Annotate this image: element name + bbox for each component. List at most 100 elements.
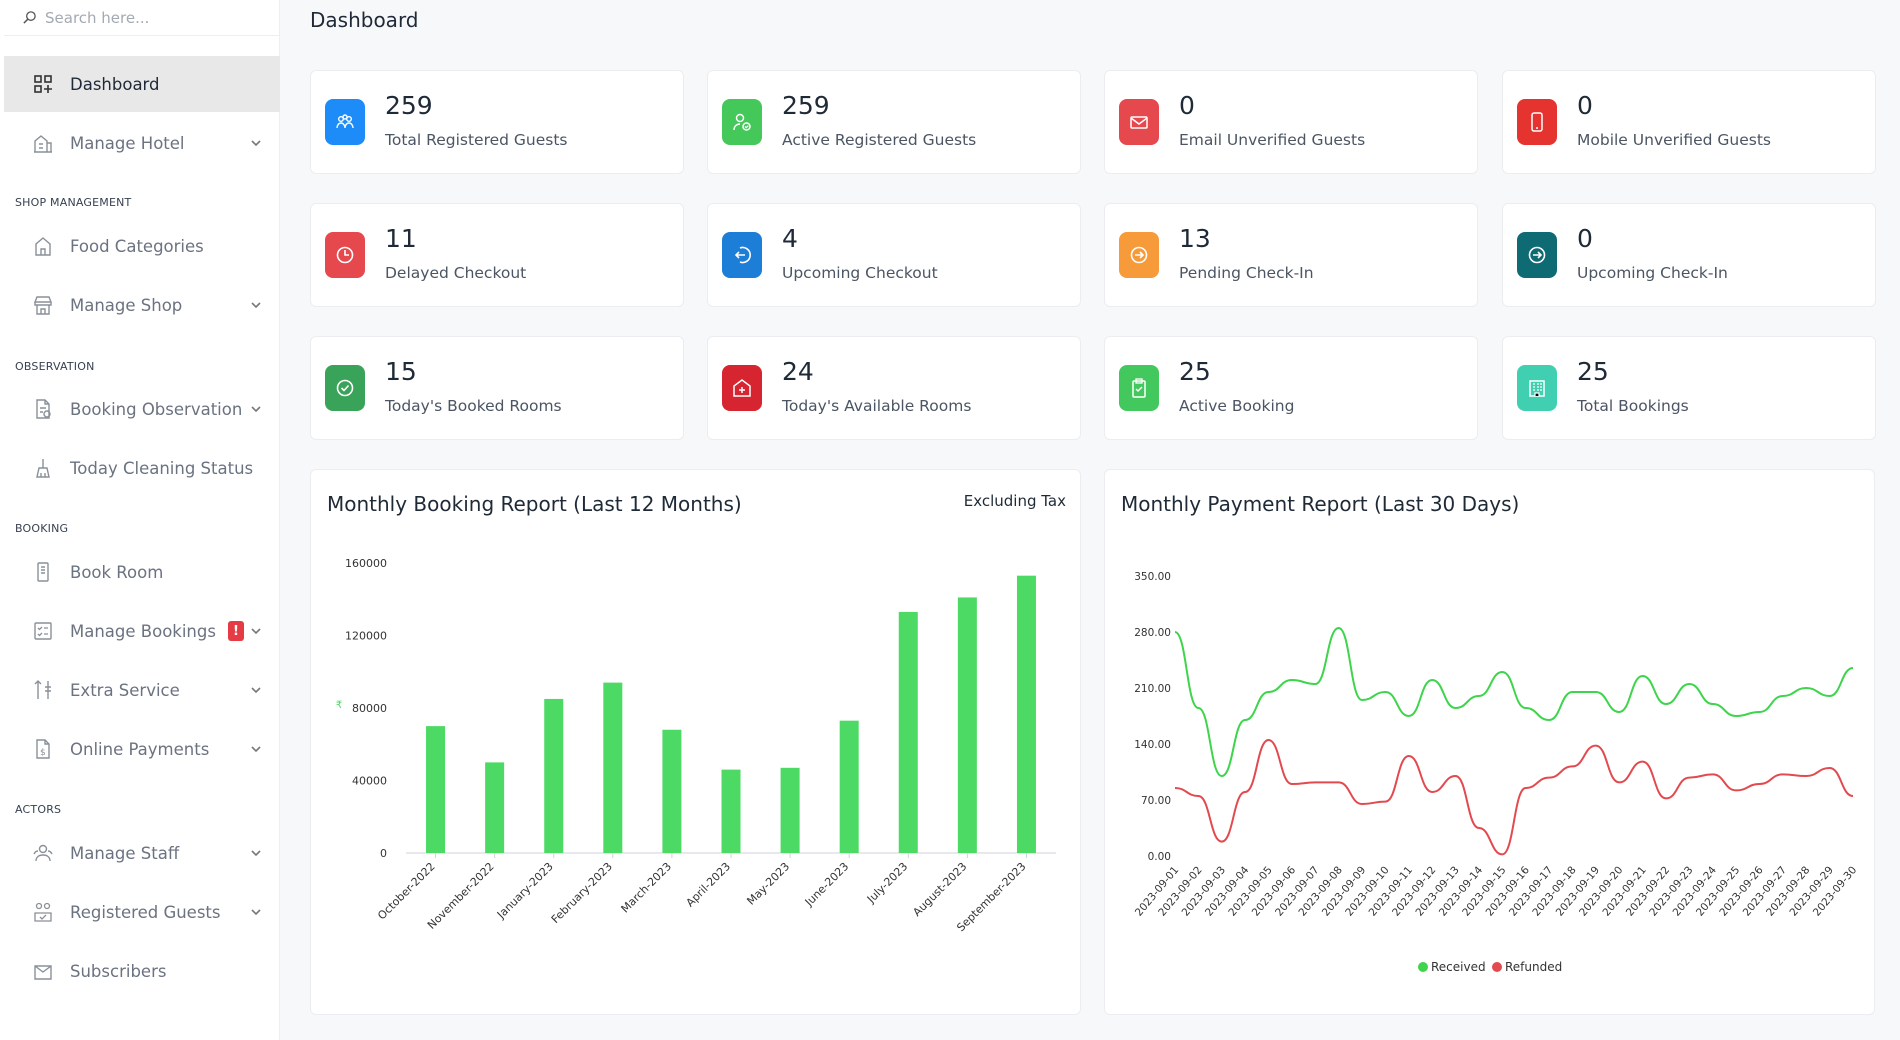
search-bar: [4, 0, 280, 36]
user-check-icon: [722, 99, 762, 145]
sidebar-item-label: Today Cleaning Status: [70, 458, 254, 478]
monthly-booking-report-panel: Monthly Booking Report (Last 12 Months) …: [310, 469, 1081, 1015]
bar-March-2023[interactable]: [662, 729, 682, 853]
sidebar-item-label: Extra Service: [70, 680, 180, 700]
stat-card-active-registered-guests[interactable]: 259 Active Registered Guests: [707, 70, 1081, 174]
chevron-down-icon: [251, 628, 261, 635]
login-icon: [1517, 232, 1557, 278]
payment-line-chart: 350.00280.00210.00140.0070.000.002023-09…: [1133, 571, 1859, 974]
stat-card-delayed-checkout[interactable]: 11 Delayed Checkout: [310, 203, 684, 307]
hotel-plus-icon: [722, 365, 762, 411]
subscribers-icon: [32, 960, 54, 982]
sidebar-item-subscribers[interactable]: Subscribers: [4, 943, 280, 999]
stat-value: 15: [385, 357, 417, 386]
stat-label: Email Unverified Guests: [1179, 131, 1366, 149]
legend-label[interactable]: Refunded: [1505, 960, 1562, 974]
section-heading: BOOKING: [15, 522, 69, 535]
sidebar-item-manage-bookings[interactable]: Manage Bookings !: [4, 603, 280, 659]
stat-label: Active Booking: [1179, 397, 1295, 415]
sidebar-item-dashboard[interactable]: Dashboard: [4, 56, 280, 112]
stat-card-pending-check-in[interactable]: 13 Pending Check-In: [1104, 203, 1478, 307]
y-tick-label: 120000: [345, 630, 387, 643]
x-tick-label: August-2023: [910, 860, 969, 919]
bar-April-2023[interactable]: [721, 769, 741, 853]
x-tick-label: October-2022: [375, 860, 437, 922]
sidebar-item-label: Book Room: [70, 562, 164, 582]
sidebar-item-food-categories[interactable]: Food Categories: [4, 218, 280, 274]
sidebar-item-online-payments[interactable]: $ Online Payments: [4, 721, 280, 777]
sidebar-item-booking-observation[interactable]: Booking Observation: [4, 381, 280, 437]
sidebar-item-label: Manage Shop: [70, 295, 183, 315]
sidebar-item-manage-shop[interactable]: Manage Shop: [4, 277, 280, 333]
search-icon: [23, 11, 36, 24]
bar-February-2023[interactable]: [603, 682, 623, 853]
sidebar-item-label: Booking Observation: [70, 399, 243, 419]
stat-value: 24: [782, 357, 814, 386]
legend-marker: [1418, 962, 1428, 972]
y-tick-label: 80000: [352, 702, 387, 715]
stat-label: Total Registered Guests: [385, 131, 568, 149]
payment-icon: $: [32, 738, 54, 760]
sidebar-item-label: Registered Guests: [70, 902, 221, 922]
stat-label: Today's Booked Rooms: [385, 397, 562, 415]
bar-January-2023[interactable]: [544, 698, 564, 853]
mobile-icon: [1517, 99, 1557, 145]
monthly-payment-report-panel: Monthly Payment Report (Last 30 Days) 35…: [1104, 469, 1875, 1015]
stat-label: Active Registered Guests: [782, 131, 977, 149]
stat-card-upcoming-check-in[interactable]: 0 Upcoming Check-In: [1502, 203, 1876, 307]
stat-card-todays-booked-rooms[interactable]: 15 Today's Booked Rooms: [310, 336, 684, 440]
booking-bar-chart: 16000012000080000400000₹October-2022Nove…: [336, 557, 1056, 934]
bar-July-2023[interactable]: [898, 611, 918, 853]
chevron-down-icon: [251, 746, 261, 753]
stat-card-total-bookings[interactable]: 25 Total Bookings: [1502, 336, 1876, 440]
section-heading: SHOP MANAGEMENT: [15, 196, 132, 209]
y-tick-label: 0: [380, 847, 387, 860]
bar-September-2023[interactable]: [1016, 575, 1036, 853]
stat-value: 0: [1179, 91, 1195, 120]
sidebar-item-today-cleaning-status[interactable]: Today Cleaning Status: [4, 440, 280, 496]
stat-label: Total Bookings: [1577, 397, 1689, 415]
stat-value: 259: [782, 91, 830, 120]
stat-label: Pending Check-In: [1179, 264, 1314, 282]
stat-label: Upcoming Checkout: [782, 264, 938, 282]
bar-October-2022[interactable]: [426, 726, 446, 853]
sidebar-item-label: Dashboard: [70, 74, 160, 94]
stat-card-mobile-unverified-guests[interactable]: 0 Mobile Unverified Guests: [1502, 70, 1876, 174]
stat-card-email-unverified-guests[interactable]: 0 Email Unverified Guests: [1104, 70, 1478, 174]
legend-label[interactable]: Received: [1431, 960, 1486, 974]
file-observation-icon: [32, 398, 54, 420]
stat-value: 4: [782, 224, 798, 253]
alert-badge: !: [228, 621, 244, 641]
search-input[interactable]: [45, 8, 245, 27]
stat-label: Upcoming Check-In: [1577, 264, 1728, 282]
stat-card-active-booking[interactable]: 25 Active Booking: [1104, 336, 1478, 440]
bar-November-2022[interactable]: [485, 762, 505, 853]
dashboard-icon: [32, 73, 54, 95]
x-tick-label: July-2023: [864, 860, 910, 906]
staff-icon: [32, 842, 54, 864]
sidebar-item-extra-service[interactable]: Extra Service: [4, 662, 280, 718]
stat-value: 25: [1179, 357, 1211, 386]
legend-marker: [1492, 962, 1502, 972]
stat-card-upcoming-checkout[interactable]: 4 Upcoming Checkout: [707, 203, 1081, 307]
stat-card-total-registered-guests[interactable]: 259 Total Registered Guests: [310, 70, 684, 174]
chevron-down-icon: [251, 406, 261, 413]
y-axis-label: ₹: [336, 700, 342, 711]
y-tick-label: 280.00: [1134, 627, 1171, 639]
sidebar-item-manage-hotel[interactable]: Manage Hotel: [4, 115, 280, 171]
sidebar-item-label: Food Categories: [70, 236, 204, 256]
sidebar-item-label: Manage Bookings: [70, 621, 216, 641]
bar-June-2023[interactable]: [839, 720, 859, 853]
mail-icon: [1119, 99, 1159, 145]
logout-icon: [722, 232, 762, 278]
page-title: Dashboard: [310, 8, 419, 32]
check-icon: [325, 365, 365, 411]
sidebar-item-registered-guests[interactable]: Registered Guests: [4, 884, 280, 940]
stat-card-todays-available-rooms[interactable]: 24 Today's Available Rooms: [707, 336, 1081, 440]
sidebar-item-manage-staff[interactable]: Manage Staff: [4, 825, 280, 881]
bar-August-2023[interactable]: [957, 597, 977, 853]
bar-May-2023[interactable]: [780, 767, 800, 853]
hotel-icon: [32, 132, 54, 154]
sidebar-item-book-room[interactable]: Book Room: [4, 544, 280, 600]
chevron-down-icon: [251, 687, 261, 694]
